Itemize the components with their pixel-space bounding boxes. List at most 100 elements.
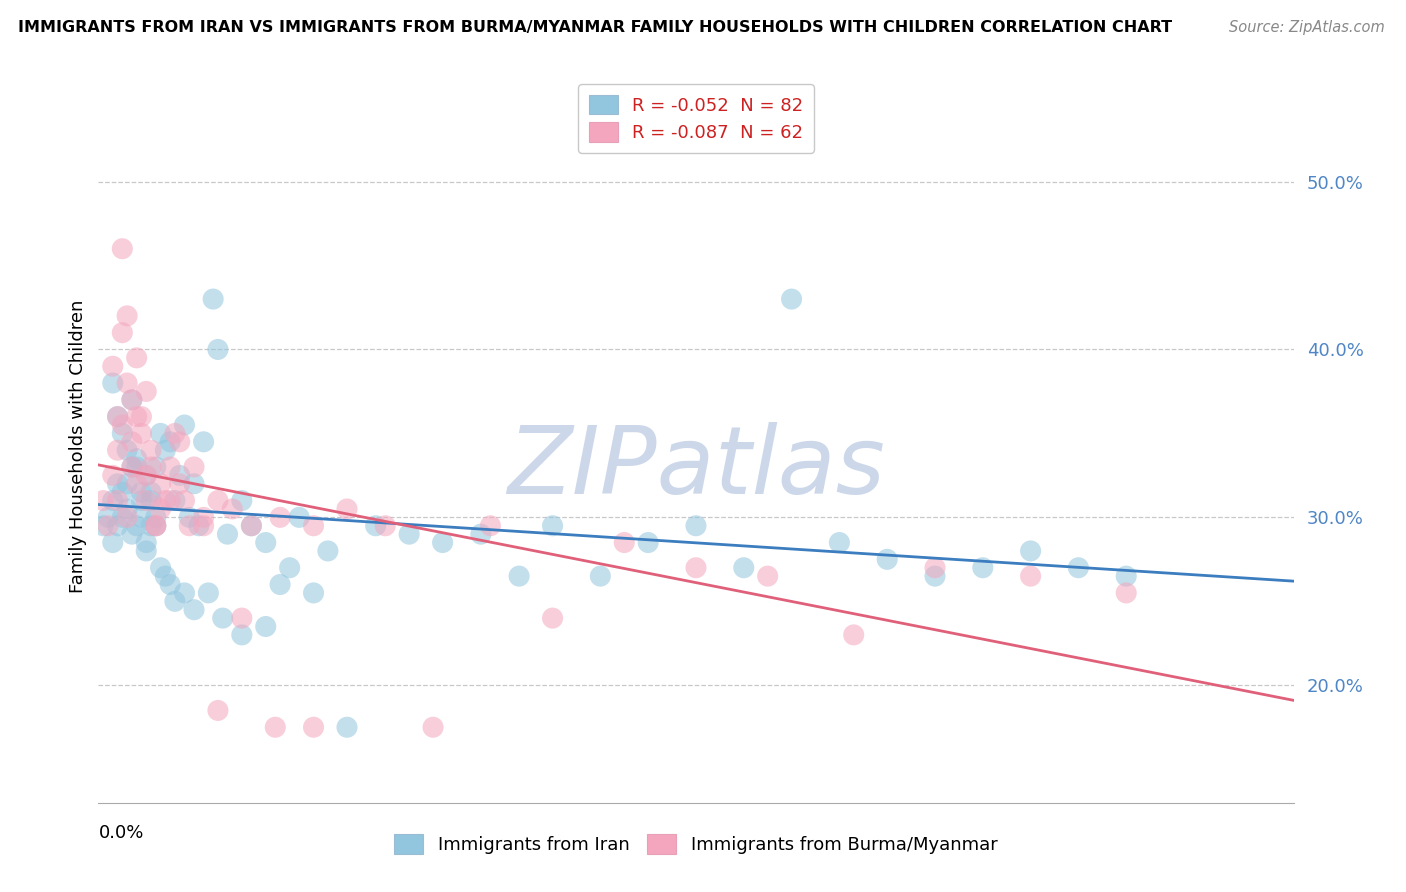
Point bbox=[288, 510, 311, 524]
Point bbox=[135, 535, 157, 549]
Legend: Immigrants from Iran, Immigrants from Burma/Myanmar: Immigrants from Iran, Immigrants from Bu… bbox=[387, 827, 1005, 862]
Point bbox=[125, 518, 148, 533]
Point bbox=[145, 510, 167, 524]
Point bbox=[149, 426, 172, 441]
Point bbox=[173, 493, 195, 508]
Point bbox=[159, 460, 181, 475]
Point bbox=[111, 485, 134, 500]
Point bbox=[179, 510, 201, 524]
Point bbox=[211, 611, 233, 625]
Point bbox=[125, 451, 148, 466]
Point bbox=[1115, 586, 1137, 600]
Point bbox=[685, 560, 707, 574]
Point bbox=[183, 476, 205, 491]
Point bbox=[508, 569, 530, 583]
Point bbox=[139, 493, 162, 508]
Point bbox=[111, 510, 134, 524]
Point bbox=[125, 460, 148, 475]
Point bbox=[221, 502, 243, 516]
Point bbox=[131, 409, 153, 424]
Point bbox=[637, 535, 659, 549]
Point bbox=[173, 586, 195, 600]
Text: 0.0%: 0.0% bbox=[98, 824, 143, 842]
Point bbox=[121, 460, 143, 475]
Point bbox=[163, 426, 186, 441]
Point bbox=[254, 619, 277, 633]
Point bbox=[163, 493, 186, 508]
Point bbox=[135, 493, 157, 508]
Point bbox=[613, 535, 636, 549]
Point bbox=[131, 426, 153, 441]
Point bbox=[470, 527, 492, 541]
Point bbox=[364, 518, 387, 533]
Point bbox=[115, 443, 138, 458]
Point bbox=[101, 493, 124, 508]
Y-axis label: Family Households with Children: Family Households with Children bbox=[69, 300, 87, 592]
Point bbox=[202, 292, 225, 306]
Point bbox=[163, 594, 186, 608]
Point bbox=[145, 460, 167, 475]
Point bbox=[91, 493, 114, 508]
Text: ZIPatlas: ZIPatlas bbox=[508, 422, 884, 513]
Point bbox=[97, 518, 120, 533]
Point bbox=[876, 552, 898, 566]
Point bbox=[155, 569, 177, 583]
Point bbox=[125, 409, 148, 424]
Point bbox=[183, 603, 205, 617]
Point bbox=[125, 351, 148, 365]
Point bbox=[135, 468, 157, 483]
Point bbox=[115, 309, 138, 323]
Point bbox=[107, 493, 129, 508]
Point bbox=[131, 510, 153, 524]
Point bbox=[207, 493, 229, 508]
Point bbox=[115, 376, 138, 390]
Point bbox=[432, 535, 454, 549]
Point bbox=[121, 460, 143, 475]
Point bbox=[193, 518, 215, 533]
Point bbox=[121, 434, 143, 449]
Point bbox=[269, 577, 291, 591]
Point bbox=[398, 527, 420, 541]
Point bbox=[278, 560, 301, 574]
Point bbox=[193, 510, 215, 524]
Point bbox=[269, 510, 291, 524]
Point bbox=[97, 510, 120, 524]
Text: IMMIGRANTS FROM IRAN VS IMMIGRANTS FROM BURMA/MYANMAR FAMILY HOUSEHOLDS WITH CHI: IMMIGRANTS FROM IRAN VS IMMIGRANTS FROM … bbox=[18, 20, 1173, 35]
Point bbox=[336, 720, 359, 734]
Point bbox=[149, 560, 172, 574]
Point bbox=[101, 468, 124, 483]
Point bbox=[828, 535, 851, 549]
Point bbox=[207, 343, 229, 357]
Point bbox=[139, 518, 162, 533]
Point bbox=[135, 468, 157, 483]
Point bbox=[541, 611, 564, 625]
Point bbox=[842, 628, 865, 642]
Point bbox=[1019, 544, 1042, 558]
Point bbox=[91, 518, 114, 533]
Point bbox=[316, 544, 339, 558]
Point bbox=[1115, 569, 1137, 583]
Point bbox=[159, 434, 181, 449]
Point bbox=[479, 518, 502, 533]
Text: Source: ZipAtlas.com: Source: ZipAtlas.com bbox=[1229, 20, 1385, 35]
Point bbox=[131, 493, 153, 508]
Point bbox=[240, 518, 263, 533]
Point bbox=[207, 703, 229, 717]
Point bbox=[302, 586, 325, 600]
Point bbox=[169, 434, 191, 449]
Point bbox=[131, 485, 153, 500]
Point bbox=[179, 518, 201, 533]
Point bbox=[149, 476, 172, 491]
Point bbox=[254, 535, 277, 549]
Point bbox=[139, 485, 162, 500]
Point bbox=[155, 493, 177, 508]
Point bbox=[111, 417, 134, 432]
Point bbox=[115, 476, 138, 491]
Point bbox=[231, 628, 253, 642]
Point bbox=[1019, 569, 1042, 583]
Point bbox=[589, 569, 612, 583]
Point bbox=[145, 518, 167, 533]
Point bbox=[169, 476, 191, 491]
Point bbox=[111, 242, 134, 256]
Point bbox=[422, 720, 444, 734]
